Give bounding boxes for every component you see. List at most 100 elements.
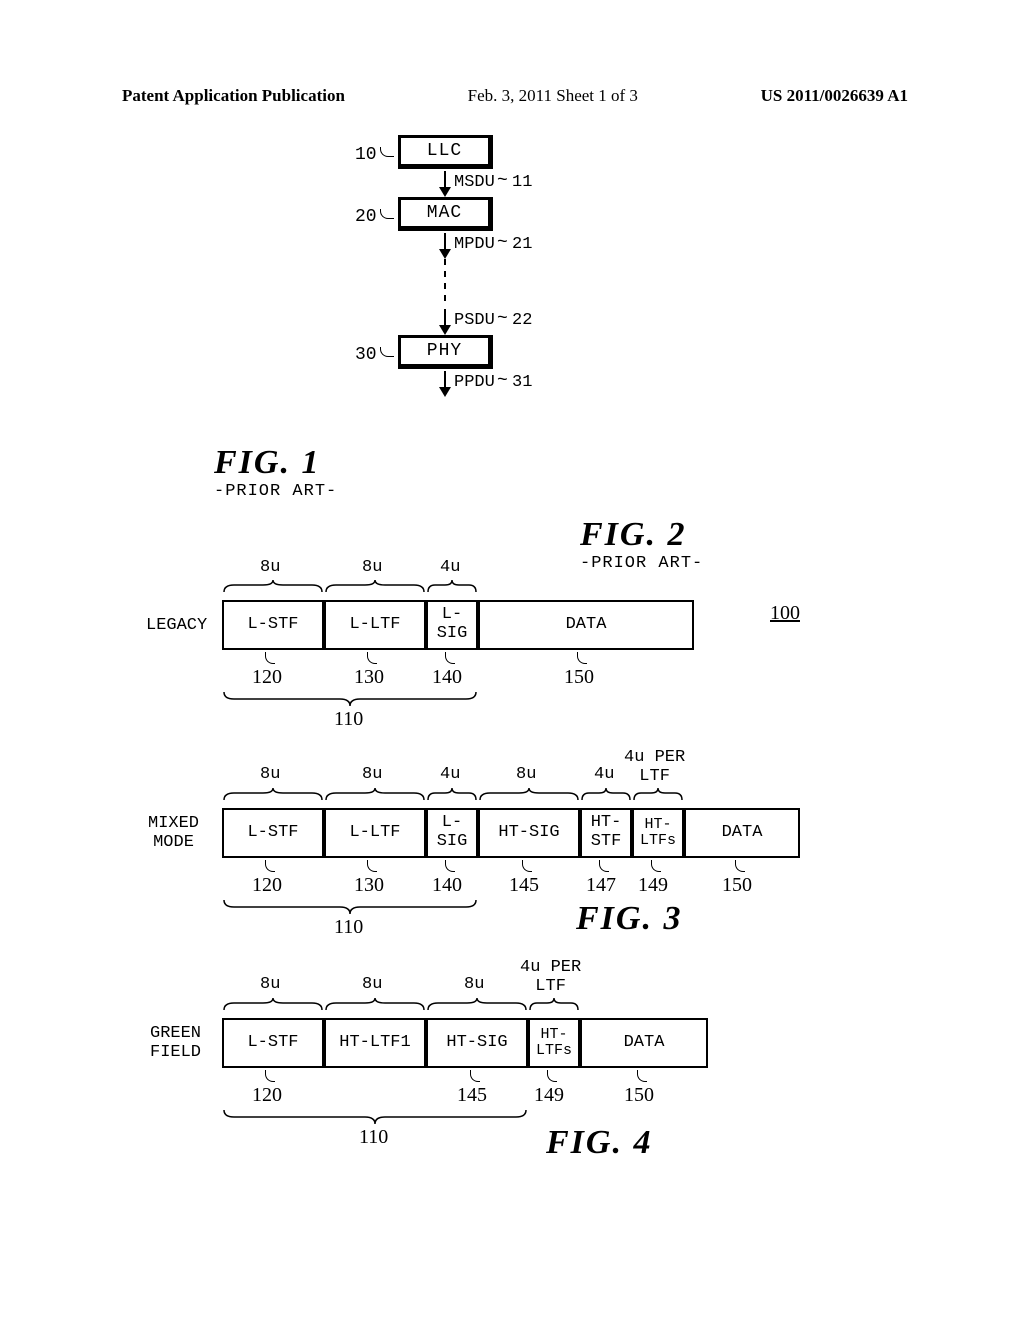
fig3-title: FIG. 3 [576, 900, 682, 938]
brace-icon [580, 788, 632, 802]
arrow-icon [444, 171, 446, 195]
ref-120: 120 [252, 666, 282, 689]
brace-icon [222, 690, 478, 706]
ref-130: 130 [354, 666, 384, 689]
brace-icon [426, 998, 528, 1012]
ref-140: 140 [432, 874, 462, 897]
dur: 4u [440, 765, 460, 784]
ref-130: 130 [354, 874, 384, 897]
brace-icon [222, 998, 324, 1012]
brace-icon [324, 580, 426, 594]
lbl-psdu: PSDU [454, 311, 495, 330]
arrow-icon [444, 233, 446, 257]
tilde-icon: ~ [497, 171, 508, 191]
ref-149: 149 [638, 874, 668, 897]
ref-20: 20 [355, 207, 377, 227]
field-data: DATA [580, 1018, 708, 1068]
fig-label: FIG. 1 [214, 444, 337, 482]
ref-145: 145 [509, 874, 539, 897]
field-htltf1: HT-LTF1 [324, 1018, 426, 1068]
ref-110: 110 [334, 916, 363, 939]
hook-icon [265, 1070, 275, 1082]
brace-icon [528, 998, 580, 1012]
lbl-ppdu: PPDU [454, 373, 495, 392]
hook-icon [547, 1070, 557, 1082]
hook-icon [265, 652, 275, 664]
brace-icon [222, 580, 324, 594]
field-lstf: L-STF [222, 600, 324, 650]
brace-icon [478, 788, 580, 802]
field-lstf: L-STF [222, 1018, 324, 1068]
field-htstf: HT- STF [580, 808, 632, 858]
brace-icon [426, 788, 478, 802]
ref-21: 21 [512, 235, 532, 254]
hook-icon [445, 860, 455, 872]
mode-mixed: MIXED MODE [148, 815, 199, 852]
field-lltf: L-LTF [324, 808, 426, 858]
dur: 4u [594, 765, 614, 784]
hook-icon [522, 860, 532, 872]
dur: 8u [260, 975, 280, 994]
brace-icon [222, 788, 324, 802]
dur: 8u [464, 975, 484, 994]
ref-140: 140 [432, 666, 462, 689]
hook-icon [380, 209, 394, 219]
fig-label: FIG. 4 [546, 1124, 652, 1162]
hook-icon [735, 860, 745, 872]
dur: 8u [260, 765, 280, 784]
fig-label: FIG. 2 [580, 516, 703, 554]
field-data: DATA [478, 600, 694, 650]
ref-150: 150 [722, 874, 752, 897]
arrow-icon [444, 371, 446, 395]
ref-120: 120 [252, 1084, 282, 1107]
field-htltfs: HT- LTFs [632, 808, 684, 858]
fig-subtitle: -PRIOR ART- [580, 554, 703, 573]
hook-icon [637, 1070, 647, 1082]
dashed-line [444, 259, 446, 307]
dur: 8u [362, 765, 382, 784]
hook-icon [651, 860, 661, 872]
ref-147: 147 [586, 874, 616, 897]
ref-11: 11 [512, 173, 532, 192]
box-mac: MAC [398, 197, 493, 231]
hook-icon [367, 652, 377, 664]
ref-110: 110 [334, 708, 363, 731]
brace-icon [632, 788, 684, 802]
dur: 8u [516, 765, 536, 784]
field-htsig: HT-SIG [478, 808, 580, 858]
arrow-icon [444, 309, 446, 333]
lbl-msdu: MSDU [454, 173, 495, 192]
brace-icon [324, 998, 426, 1012]
fig-label: FIG. 3 [576, 900, 682, 938]
fig4-title: FIG. 4 [546, 1124, 652, 1162]
hook-icon [577, 652, 587, 664]
dur-4u: 4u [440, 558, 460, 577]
hook-icon [367, 860, 377, 872]
ref-10: 10 [355, 145, 377, 165]
brace-icon [222, 1108, 528, 1124]
dur-8u: 8u [260, 558, 280, 577]
box-phy: PHY [398, 335, 493, 369]
page-header: Patent Application Publication Feb. 3, 2… [0, 86, 1024, 106]
dur-8u: 8u [362, 558, 382, 577]
ref-149: 149 [534, 1084, 564, 1107]
fig-subtitle: -PRIOR ART- [214, 482, 337, 501]
brace-icon [222, 898, 478, 914]
hook-icon [445, 652, 455, 664]
field-htsig: HT-SIG [426, 1018, 528, 1068]
header-left: Patent Application Publication [122, 86, 345, 106]
field-lltf: L-LTF [324, 600, 426, 650]
mode-legacy: LEGACY [146, 617, 207, 636]
ref-30: 30 [355, 345, 377, 365]
dur: 8u [362, 975, 382, 994]
ref-22: 22 [512, 311, 532, 330]
header-right: US 2011/0026639 A1 [761, 86, 908, 106]
field-data: DATA [684, 808, 800, 858]
field-htltfs: HT- LTFs [528, 1018, 580, 1068]
tilde-icon: ~ [497, 233, 508, 253]
tilde-icon: ~ [497, 309, 508, 329]
hook-icon [380, 147, 394, 157]
ref-120: 120 [252, 874, 282, 897]
ref-31: 31 [512, 373, 532, 392]
fig2-title: FIG. 2 -PRIOR ART- [580, 516, 703, 573]
